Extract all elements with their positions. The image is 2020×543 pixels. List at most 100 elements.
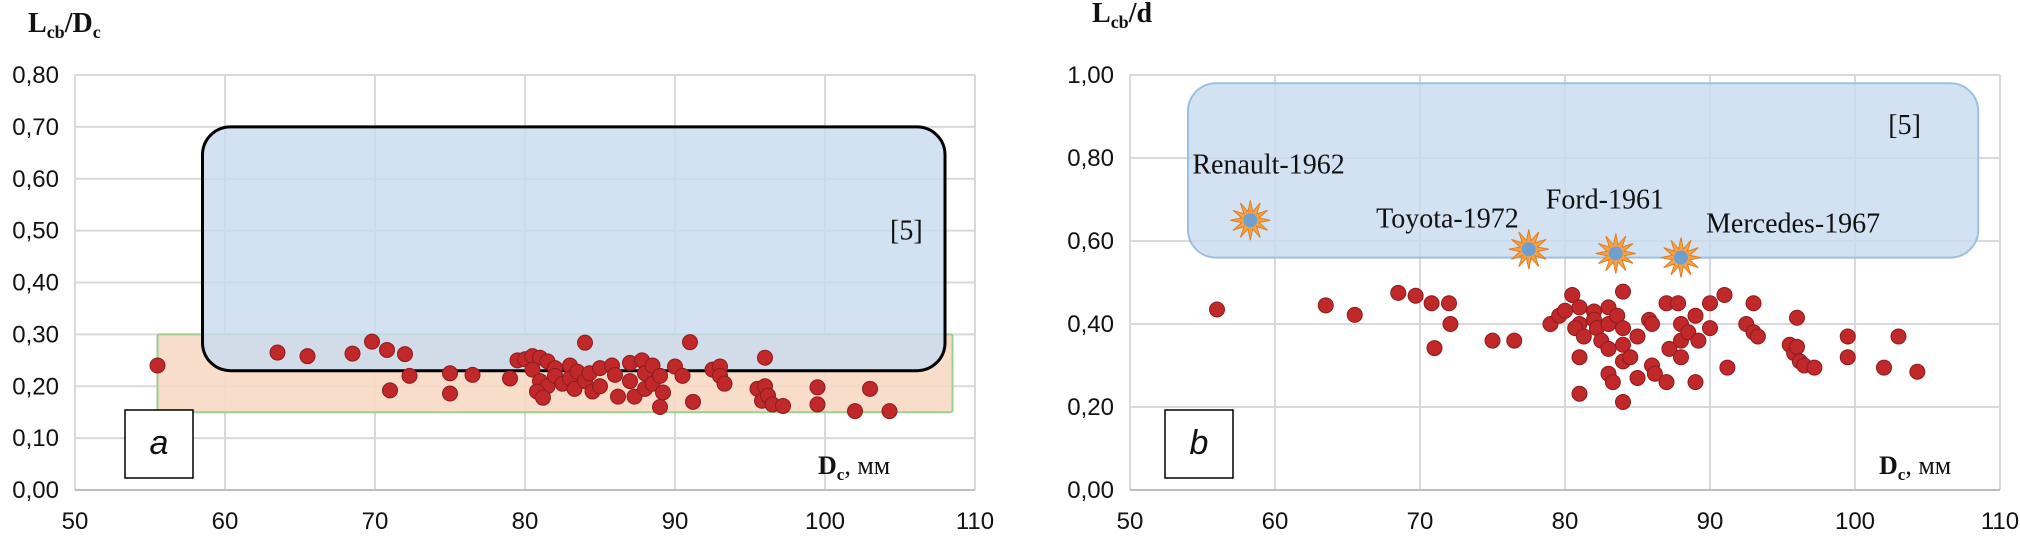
- data-point: [652, 367, 668, 384]
- reference-region: [1187, 82, 1980, 259]
- star-marker-center: [1674, 250, 1688, 265]
- data-point: [577, 334, 593, 351]
- data-point: [682, 334, 698, 351]
- data-point: [1407, 287, 1424, 304]
- data-point: [881, 403, 898, 420]
- data-point: [1876, 359, 1892, 376]
- data-point: [1571, 349, 1588, 366]
- panel-label-box: [1164, 409, 1234, 479]
- data-point: [1615, 283, 1631, 300]
- y-tick-label: 0,20: [12, 373, 59, 400]
- data-point: [1716, 286, 1733, 303]
- x-tick-label: 50: [62, 508, 89, 535]
- data-point: [716, 375, 733, 392]
- data-point: [847, 403, 863, 420]
- data-point: [1673, 349, 1689, 366]
- data-point: [1484, 332, 1501, 349]
- x-tick-label: 100: [805, 508, 845, 535]
- y-tick-label: 0,00: [1067, 477, 1114, 504]
- x-tick-label: 50: [1117, 508, 1144, 535]
- data-point: [1661, 340, 1678, 357]
- data-point: [344, 345, 361, 362]
- x-axis-title: Dc, мм: [818, 451, 890, 484]
- x-tick-label: 70: [362, 508, 389, 535]
- x-tick-label: 60: [1262, 508, 1289, 535]
- y-tick-label: 0,60: [12, 166, 59, 193]
- y-tick-label: 0,80: [1067, 145, 1114, 172]
- data-point: [1890, 328, 1907, 345]
- data-point: [1441, 295, 1457, 312]
- data-point: [1622, 349, 1639, 366]
- data-point: [1658, 374, 1675, 391]
- data-point: [1789, 338, 1805, 355]
- data-point: [1557, 302, 1573, 319]
- panel-label: a: [150, 424, 169, 462]
- data-point: [524, 361, 541, 378]
- x-tick-label: 90: [662, 508, 689, 535]
- data-point: [464, 366, 481, 383]
- y-tick-label: 0,00: [12, 477, 59, 504]
- data-point: [1646, 365, 1663, 382]
- point-annotation: Renault-1962: [1192, 149, 1344, 180]
- data-point: [1209, 301, 1225, 318]
- data-point: [652, 399, 668, 415]
- panel-label-box: [124, 409, 194, 479]
- data-point: [757, 349, 773, 366]
- star-marker-center: [1521, 242, 1536, 257]
- data-point: [1604, 374, 1621, 391]
- x-tick-label: 80: [1552, 508, 1579, 535]
- chart-a: [5] 50 60 70 80 90 100 110 0,00 0,10 0,20 0,30 0,40 0…: [12, 8, 994, 535]
- data-point: [1839, 349, 1856, 366]
- data-point: [674, 367, 691, 384]
- data-point: [1719, 359, 1736, 376]
- data-point: [442, 385, 458, 402]
- data-point: [1806, 359, 1823, 376]
- data-point: [1670, 295, 1687, 312]
- y-tick-label: 0,80: [12, 62, 59, 89]
- data-point: [1629, 328, 1646, 345]
- chart-b: [5] Renault-1962 Toyota-1972 Ford-1961 Merce…: [1067, 0, 2019, 535]
- data-point: [1687, 374, 1704, 391]
- y-tick-label: 0,10: [12, 425, 59, 452]
- data-point: [607, 366, 623, 383]
- data-point: [809, 379, 826, 396]
- data-point: [1423, 295, 1440, 312]
- data-point: [1615, 394, 1631, 411]
- data-point: [1564, 286, 1581, 303]
- y-axis-title: Lcb/Dc: [28, 8, 101, 42]
- panel-label: b: [1190, 424, 1209, 462]
- data-point: [775, 397, 791, 414]
- data-point: [379, 341, 395, 358]
- data-point: [299, 348, 316, 365]
- data-point: [1390, 284, 1407, 301]
- y-axis-title: Lcb/d: [1092, 0, 1152, 32]
- data-point: [1789, 309, 1805, 326]
- data-point: [1442, 316, 1459, 332]
- data-point: [862, 380, 878, 397]
- data-point: [1575, 328, 1592, 345]
- data-point: [1571, 385, 1588, 402]
- region-label: [5]: [1888, 110, 1921, 141]
- point-annotation: Mercedes-1967: [1706, 209, 1880, 240]
- data-point: [1571, 299, 1588, 316]
- data-point: [1749, 328, 1766, 345]
- x-tick-label: 110: [1981, 508, 2019, 535]
- data-point: [1687, 307, 1704, 324]
- y-tick-label: 0,70: [12, 114, 59, 141]
- data-point: [1702, 295, 1718, 312]
- data-point: [535, 389, 551, 406]
- data-point: [401, 367, 418, 384]
- star-marker-center: [1243, 213, 1258, 228]
- y-tick-label: 0,50: [12, 218, 59, 245]
- data-point: [1745, 295, 1762, 312]
- x-tick-label: 100: [1835, 508, 1875, 535]
- data-point: [1839, 328, 1856, 345]
- data-point: [685, 393, 701, 410]
- data-point: [1644, 316, 1660, 332]
- y-tick-label: 0,40: [1067, 311, 1114, 338]
- y-tick-label: 0,20: [1067, 394, 1114, 421]
- data-point: [397, 346, 413, 363]
- data-point: [1615, 320, 1631, 337]
- data-point: [442, 365, 458, 382]
- x-axis-title: Dc, мм: [1879, 451, 1951, 484]
